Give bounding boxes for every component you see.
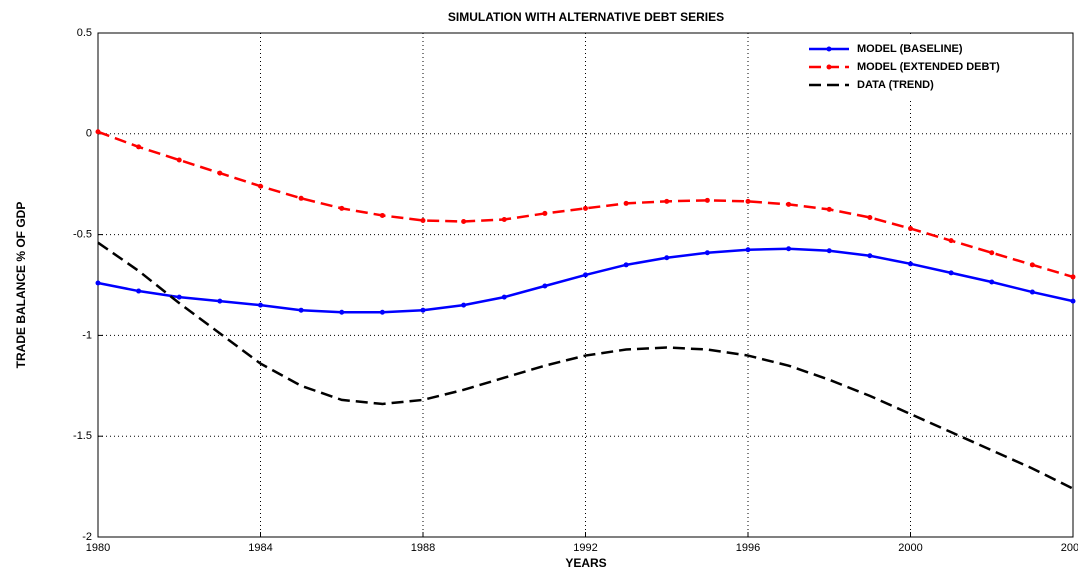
data-point bbox=[379, 212, 385, 218]
data-point bbox=[258, 302, 263, 308]
data-point bbox=[786, 201, 792, 207]
data-point bbox=[95, 129, 101, 135]
data-point bbox=[501, 216, 507, 222]
data-point bbox=[542, 283, 548, 289]
x-tick-label: 1984 bbox=[248, 542, 272, 554]
data-point bbox=[136, 288, 142, 294]
data-point bbox=[583, 205, 588, 211]
x-tick-label: 1988 bbox=[411, 542, 435, 554]
legend-marker bbox=[826, 64, 832, 70]
data-point bbox=[704, 250, 710, 256]
x-tick-label: 1980 bbox=[86, 542, 110, 554]
data-point bbox=[298, 195, 304, 201]
legend-label: MODEL (BASELINE) bbox=[857, 43, 963, 55]
data-point bbox=[1029, 262, 1035, 268]
data-point bbox=[258, 183, 263, 189]
data-point bbox=[826, 206, 832, 212]
data-point bbox=[298, 307, 304, 313]
data-point bbox=[704, 197, 710, 203]
data-point bbox=[867, 253, 873, 259]
legend-marker bbox=[826, 46, 832, 52]
y-axis-label: TRADE BALANCE % OF GDP bbox=[14, 202, 28, 369]
x-tick-label: 2000 bbox=[898, 542, 922, 554]
data-point bbox=[461, 302, 467, 308]
data-point bbox=[989, 250, 995, 256]
y-tick-label: -1 bbox=[82, 329, 92, 341]
series-line bbox=[97, 241, 1074, 490]
data-point bbox=[501, 294, 507, 300]
x-tick-label: 1996 bbox=[736, 542, 760, 554]
y-tick-label: -0.5 bbox=[73, 229, 92, 241]
y-tick-label: 0 bbox=[86, 128, 92, 140]
y-tick-label: -1.5 bbox=[73, 430, 92, 442]
data-point bbox=[1070, 274, 1076, 280]
data-point bbox=[176, 157, 182, 163]
x-tick-label: 1992 bbox=[573, 542, 597, 554]
data-point bbox=[745, 247, 751, 253]
data-point bbox=[420, 307, 426, 313]
data-point bbox=[95, 280, 101, 286]
x-tick-label: 2004 bbox=[1061, 542, 1078, 554]
data-point bbox=[217, 170, 223, 176]
data-point bbox=[420, 217, 426, 223]
data-point bbox=[664, 198, 670, 204]
data-point bbox=[623, 262, 629, 268]
data-point bbox=[1070, 298, 1076, 304]
y-tick-label: 0.5 bbox=[77, 27, 92, 39]
y-tick-label: -2 bbox=[82, 531, 92, 543]
data-point bbox=[339, 205, 345, 211]
chart-title: SIMULATION WITH ALTERNATIVE DEBT SERIES bbox=[448, 10, 724, 24]
data-point bbox=[136, 144, 142, 150]
data-point bbox=[379, 309, 385, 315]
data-point bbox=[176, 294, 182, 300]
data-point bbox=[339, 309, 345, 315]
legend-label: MODEL (EXTENDED DEBT) bbox=[857, 61, 1000, 73]
data-point bbox=[867, 214, 873, 220]
data-point bbox=[583, 272, 588, 278]
data-point bbox=[217, 298, 223, 304]
data-point bbox=[948, 238, 954, 244]
data-point bbox=[826, 248, 832, 254]
data-point bbox=[989, 279, 995, 285]
data-point bbox=[461, 218, 467, 224]
legend-label: DATA (TREND) bbox=[857, 79, 934, 91]
legend-box bbox=[799, 37, 1069, 99]
data-point bbox=[623, 200, 629, 206]
data-point bbox=[542, 210, 548, 216]
data-point bbox=[908, 261, 913, 267]
data-point bbox=[786, 246, 792, 252]
data-point bbox=[664, 255, 670, 261]
data-point bbox=[908, 226, 913, 232]
data-point bbox=[1029, 289, 1035, 295]
x-axis-label: YEARS bbox=[565, 556, 606, 570]
data-point bbox=[745, 198, 751, 204]
data-point bbox=[948, 270, 954, 276]
